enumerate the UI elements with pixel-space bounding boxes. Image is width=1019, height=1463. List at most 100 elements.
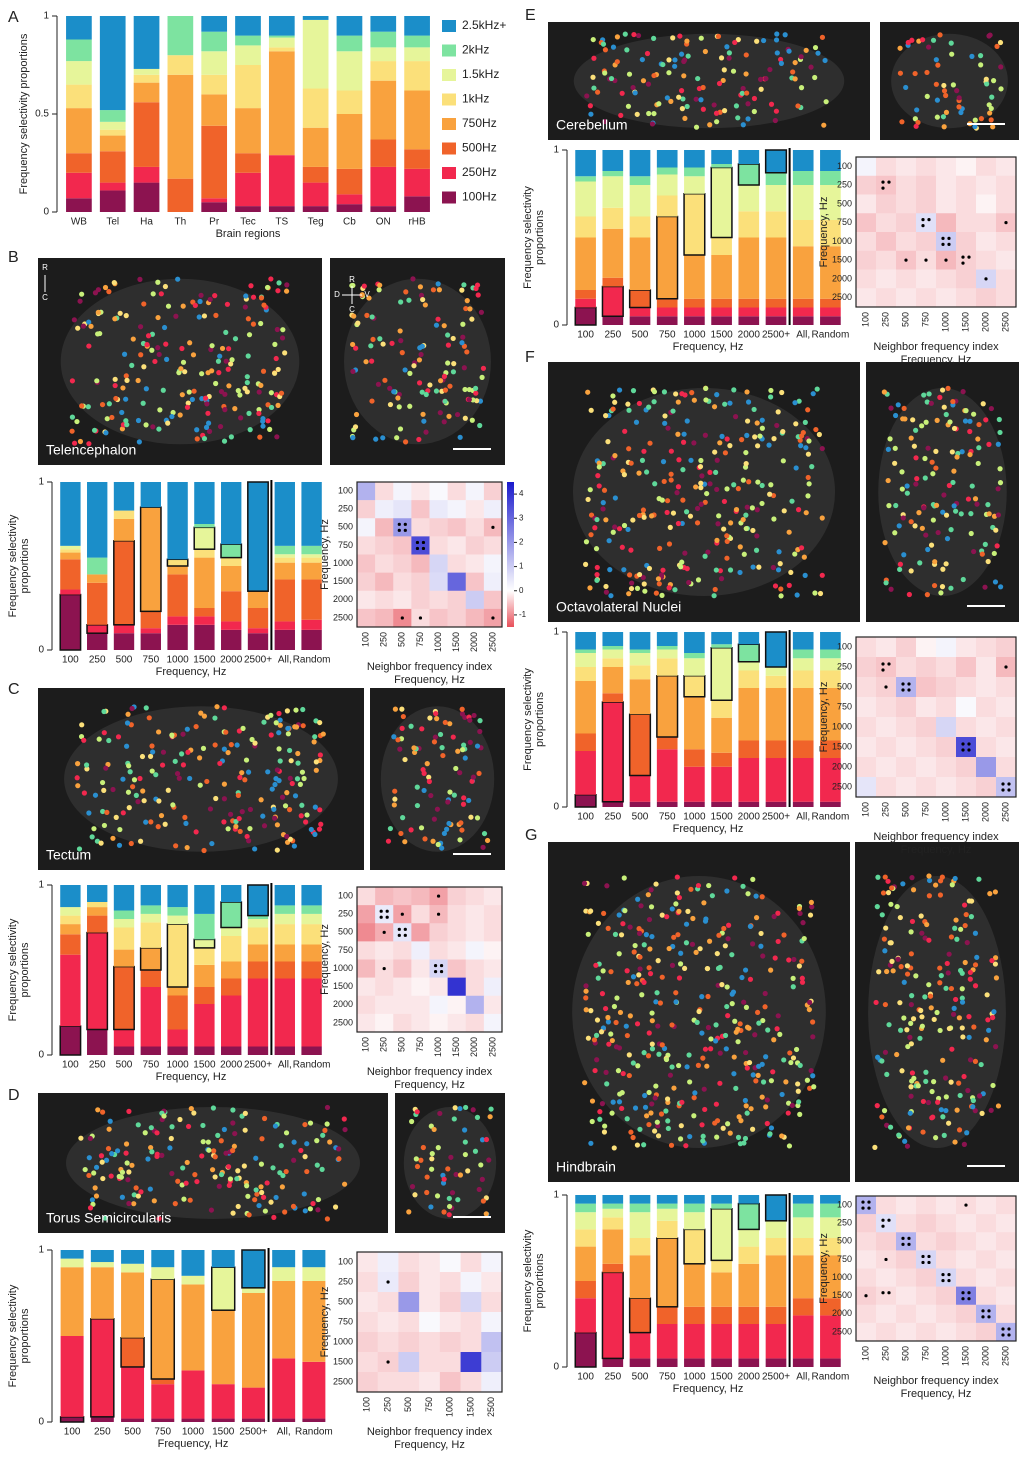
neuron-dot	[397, 404, 402, 409]
neuron-dot	[813, 427, 818, 432]
y-tick-label: 1000	[333, 963, 353, 973]
neuron-dot	[767, 492, 772, 497]
neuron-dot	[707, 122, 712, 127]
bar-segment	[711, 1358, 732, 1367]
neuron-dot	[728, 1131, 733, 1136]
neuron-dot	[206, 1139, 211, 1144]
neuron-dot	[799, 85, 804, 90]
x-tick-label: Tec	[240, 217, 256, 228]
neuron-dot	[743, 513, 748, 518]
neuron-dot	[181, 1196, 186, 1201]
significance-dot	[398, 934, 401, 937]
neuron-dot	[937, 980, 942, 985]
neuron-dot	[93, 1185, 98, 1190]
neuron-dot	[435, 317, 440, 322]
heat-cell	[856, 737, 876, 757]
heat-cell	[481, 1372, 502, 1392]
heat-cell	[378, 1252, 399, 1272]
neuron-dot	[647, 441, 652, 446]
heat-cell	[976, 777, 996, 797]
bar-segment	[221, 902, 241, 928]
neuron-dot	[129, 706, 134, 711]
heat-cell	[411, 555, 429, 573]
neuron-dot	[925, 547, 930, 552]
neuron-dot	[620, 91, 625, 96]
significance-dot	[987, 1315, 990, 1318]
neuron-dot	[594, 546, 599, 551]
neuron-dot	[584, 93, 589, 98]
neuron-dot	[631, 974, 636, 979]
neuron-dot	[107, 401, 112, 406]
neuron-dot	[815, 51, 820, 56]
neuron-dot	[909, 519, 914, 524]
heat-cell	[856, 288, 876, 307]
neuron-dot	[992, 551, 997, 556]
bar-segment	[766, 173, 787, 185]
neuron-dot	[624, 47, 629, 52]
y-tick-label: 2000	[333, 999, 353, 1009]
neuron-dot	[807, 481, 812, 486]
neuron-dot	[403, 289, 408, 294]
neuron-dot	[684, 1064, 689, 1069]
heat-cell	[430, 518, 448, 536]
neuron-dot	[178, 412, 183, 417]
bar-segment	[602, 176, 623, 208]
neuron-dot	[461, 282, 466, 287]
neuron-dot	[626, 446, 631, 451]
heat-cell	[856, 251, 876, 270]
x-tick-label: 250	[880, 312, 890, 327]
legend-swatch	[442, 20, 456, 32]
neuron-dot	[588, 532, 593, 537]
neuron-dot	[86, 1173, 91, 1178]
neuron-dot	[760, 418, 765, 423]
bar-segment	[60, 559, 80, 589]
significance-dot	[961, 742, 964, 745]
bar-segment	[602, 287, 623, 317]
bar-segment	[201, 126, 227, 199]
neuron-dot	[635, 112, 640, 117]
bar-segment	[630, 238, 651, 291]
neuron-dot	[684, 509, 689, 514]
neuron-dot	[683, 1143, 688, 1148]
heat-cell	[876, 1269, 896, 1287]
neuron-dot	[402, 839, 407, 844]
bar-segment	[602, 316, 623, 325]
neuron-dot	[923, 532, 928, 537]
x-tick-label: Cb	[343, 217, 356, 228]
neuron-dot	[182, 815, 187, 820]
neuron-dot	[291, 1204, 296, 1209]
neuron-dot	[641, 1142, 646, 1147]
neuron-dot	[287, 748, 292, 753]
neuron-dot	[245, 374, 250, 379]
neuron-dot	[710, 893, 715, 898]
bar-segment	[242, 1293, 265, 1388]
neuron-dot	[210, 1167, 215, 1172]
heat-cell	[856, 232, 876, 251]
neuron-dot	[989, 1108, 994, 1113]
neuron-dot	[228, 812, 233, 817]
neuron-dot	[743, 1136, 748, 1141]
neuron-dot	[427, 715, 432, 720]
heat-cell	[936, 157, 956, 176]
neuron-dot	[152, 1198, 157, 1203]
heat-cell	[996, 195, 1016, 214]
neuron-dot	[317, 807, 322, 812]
neuron-dot	[728, 567, 733, 572]
heat-cell	[876, 1287, 896, 1305]
heat-cell	[419, 1312, 440, 1332]
neuron-dot	[750, 1127, 755, 1132]
neuron-dot	[620, 545, 625, 550]
bar-segment	[793, 1217, 814, 1238]
neuron-dot	[451, 369, 456, 374]
neuron-dot	[964, 912, 969, 917]
neuron-dot	[777, 1032, 782, 1037]
bar-segment	[766, 238, 787, 299]
neuron-dot	[779, 1133, 784, 1138]
heat-cell	[461, 1332, 482, 1352]
heat-cell	[393, 887, 411, 905]
neuron-dot	[95, 1107, 100, 1112]
x-tick-label: 750	[415, 632, 425, 647]
significance-dot	[1001, 1327, 1004, 1330]
neuron-dot	[929, 543, 934, 548]
neuron-dot	[632, 949, 637, 954]
